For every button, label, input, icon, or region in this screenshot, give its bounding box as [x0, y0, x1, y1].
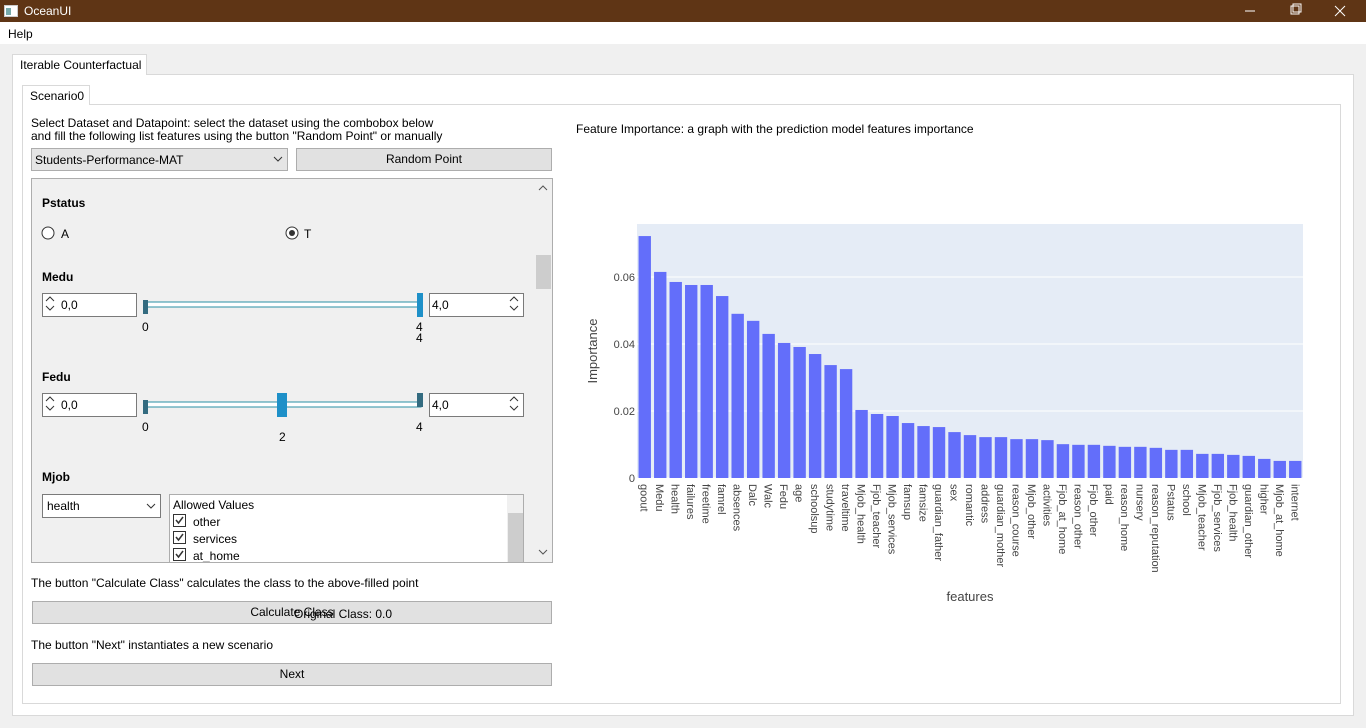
slider-label: 2 [279, 430, 286, 444]
spin-value: 0,0 [61, 398, 78, 412]
combobox-value: Students-Performance-MAT [35, 153, 184, 167]
max-spinbox[interactable]: 4,0 [429, 293, 524, 317]
max-spinbox[interactable]: 4,0 [429, 393, 524, 417]
tab[interactable] [12, 54, 147, 75]
tab-label[interactable]: Iterable Counterfactual [20, 58, 142, 72]
subtab-label[interactable]: Scenario0 [30, 89, 85, 103]
slider-label: 0 [142, 420, 149, 434]
window-title: OceanUI [24, 4, 72, 18]
menu-item[interactable]: Help [8, 27, 33, 41]
min-spinbox[interactable]: 0,0 [42, 293, 137, 317]
spin-value: 4,0 [432, 398, 449, 412]
scroll-up[interactable] [538, 184, 548, 192]
next-button[interactable]: Next [32, 663, 552, 686]
dataset-combobox[interactable]: Students-Performance-MAT [31, 148, 288, 171]
scrollbar[interactable] [535, 179, 552, 562]
radio-label[interactable]: A [61, 227, 70, 241]
scroll-down[interactable] [537, 540, 549, 560]
dropdown-arrow [146, 503, 156, 509]
list-header: Allowed Values [173, 498, 255, 512]
list-item[interactable]: other [193, 515, 221, 529]
range-slider[interactable] [140, 292, 430, 318]
spin-arrows[interactable] [507, 296, 521, 416]
min-spinbox[interactable]: 0,0 [42, 393, 137, 417]
spin-value: 4,0 [432, 298, 449, 312]
feature-label: Medu [42, 270, 74, 284]
radio[interactable] [41, 226, 55, 240]
dropdown-arrow [273, 156, 283, 162]
app-icon [4, 5, 18, 17]
instruction: Select Dataset and Datapoint: select the… [31, 116, 434, 130]
radio-selected[interactable] [285, 226, 299, 240]
scrollbar-thumb[interactable] [536, 255, 551, 289]
slider-label: 4 [416, 320, 423, 334]
radio-label[interactable]: T [304, 227, 312, 241]
spin-value: 0,0 [61, 298, 78, 312]
checkboxes[interactable] [173, 514, 187, 562]
subtab[interactable] [22, 85, 90, 105]
instruction: and fill the following list features usi… [31, 129, 443, 143]
feature-label: Pstatus [42, 196, 86, 210]
slider-label: 4 [416, 420, 423, 434]
range-slider[interactable] [140, 392, 430, 418]
scroll-down[interactable] [538, 548, 548, 556]
slider-label: 4 [416, 331, 423, 345]
list-item[interactable]: services [193, 532, 238, 546]
scrollbar-thumb[interactable] [508, 513, 523, 562]
slider-label: 0 [142, 320, 149, 334]
spin-arrows[interactable] [43, 296, 57, 416]
feature-label: Mjob [42, 470, 70, 484]
list-item[interactable]: at_home [193, 549, 240, 562]
original-class: Original Class: 0.0 [294, 607, 393, 621]
title-bar [0, 0, 1366, 22]
calculate-class-button[interactable]: Calculate Class [32, 601, 552, 624]
allowed-values-list: Allowed Values other services at_home [169, 494, 524, 562]
combobox-value: health [47, 499, 80, 513]
window-controls[interactable] [1230, 0, 1366, 22]
random-point-button[interactable]: Random Point [296, 148, 552, 171]
chart-title: Feature Importance: a graph with the pre… [576, 122, 974, 136]
mjob-combobox[interactable]: health [42, 494, 161, 518]
feature-label: Fedu [42, 370, 71, 384]
calc-text: The button "Calculate Class" calculates … [31, 576, 419, 590]
next-text: The button "Next" instantiates a new sce… [31, 638, 273, 652]
menu-bar [0, 22, 1366, 44]
